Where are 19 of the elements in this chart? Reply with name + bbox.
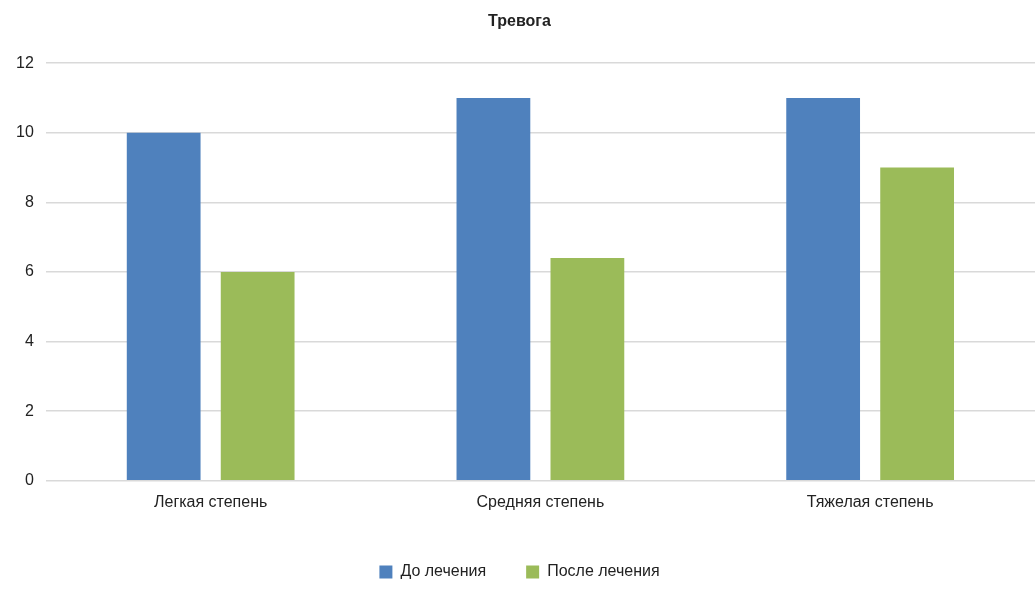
- bar: [880, 167, 955, 481]
- chart-title: Тревога: [488, 12, 551, 30]
- y-tick-label: 12: [16, 53, 34, 71]
- y-tick-label: 6: [24, 262, 34, 280]
- y-tick-label: 10: [16, 123, 34, 141]
- bar: [456, 98, 531, 481]
- bar: [786, 98, 861, 481]
- y-tick-label: 2: [24, 401, 34, 419]
- x-tick-label: Средняя степень: [476, 492, 605, 510]
- legend-label: После лечения: [547, 562, 660, 580]
- bar: [126, 132, 201, 481]
- y-tick-label: 4: [24, 332, 34, 350]
- legend-label: До лечения: [400, 562, 487, 580]
- x-tick-label: Тяжелая степень: [806, 492, 934, 510]
- x-tick-label: Легкая степень: [153, 492, 268, 510]
- bar: [220, 272, 295, 481]
- y-tick-label: 8: [24, 192, 34, 210]
- bar: [550, 258, 625, 481]
- y-tick-label: 0: [24, 471, 34, 489]
